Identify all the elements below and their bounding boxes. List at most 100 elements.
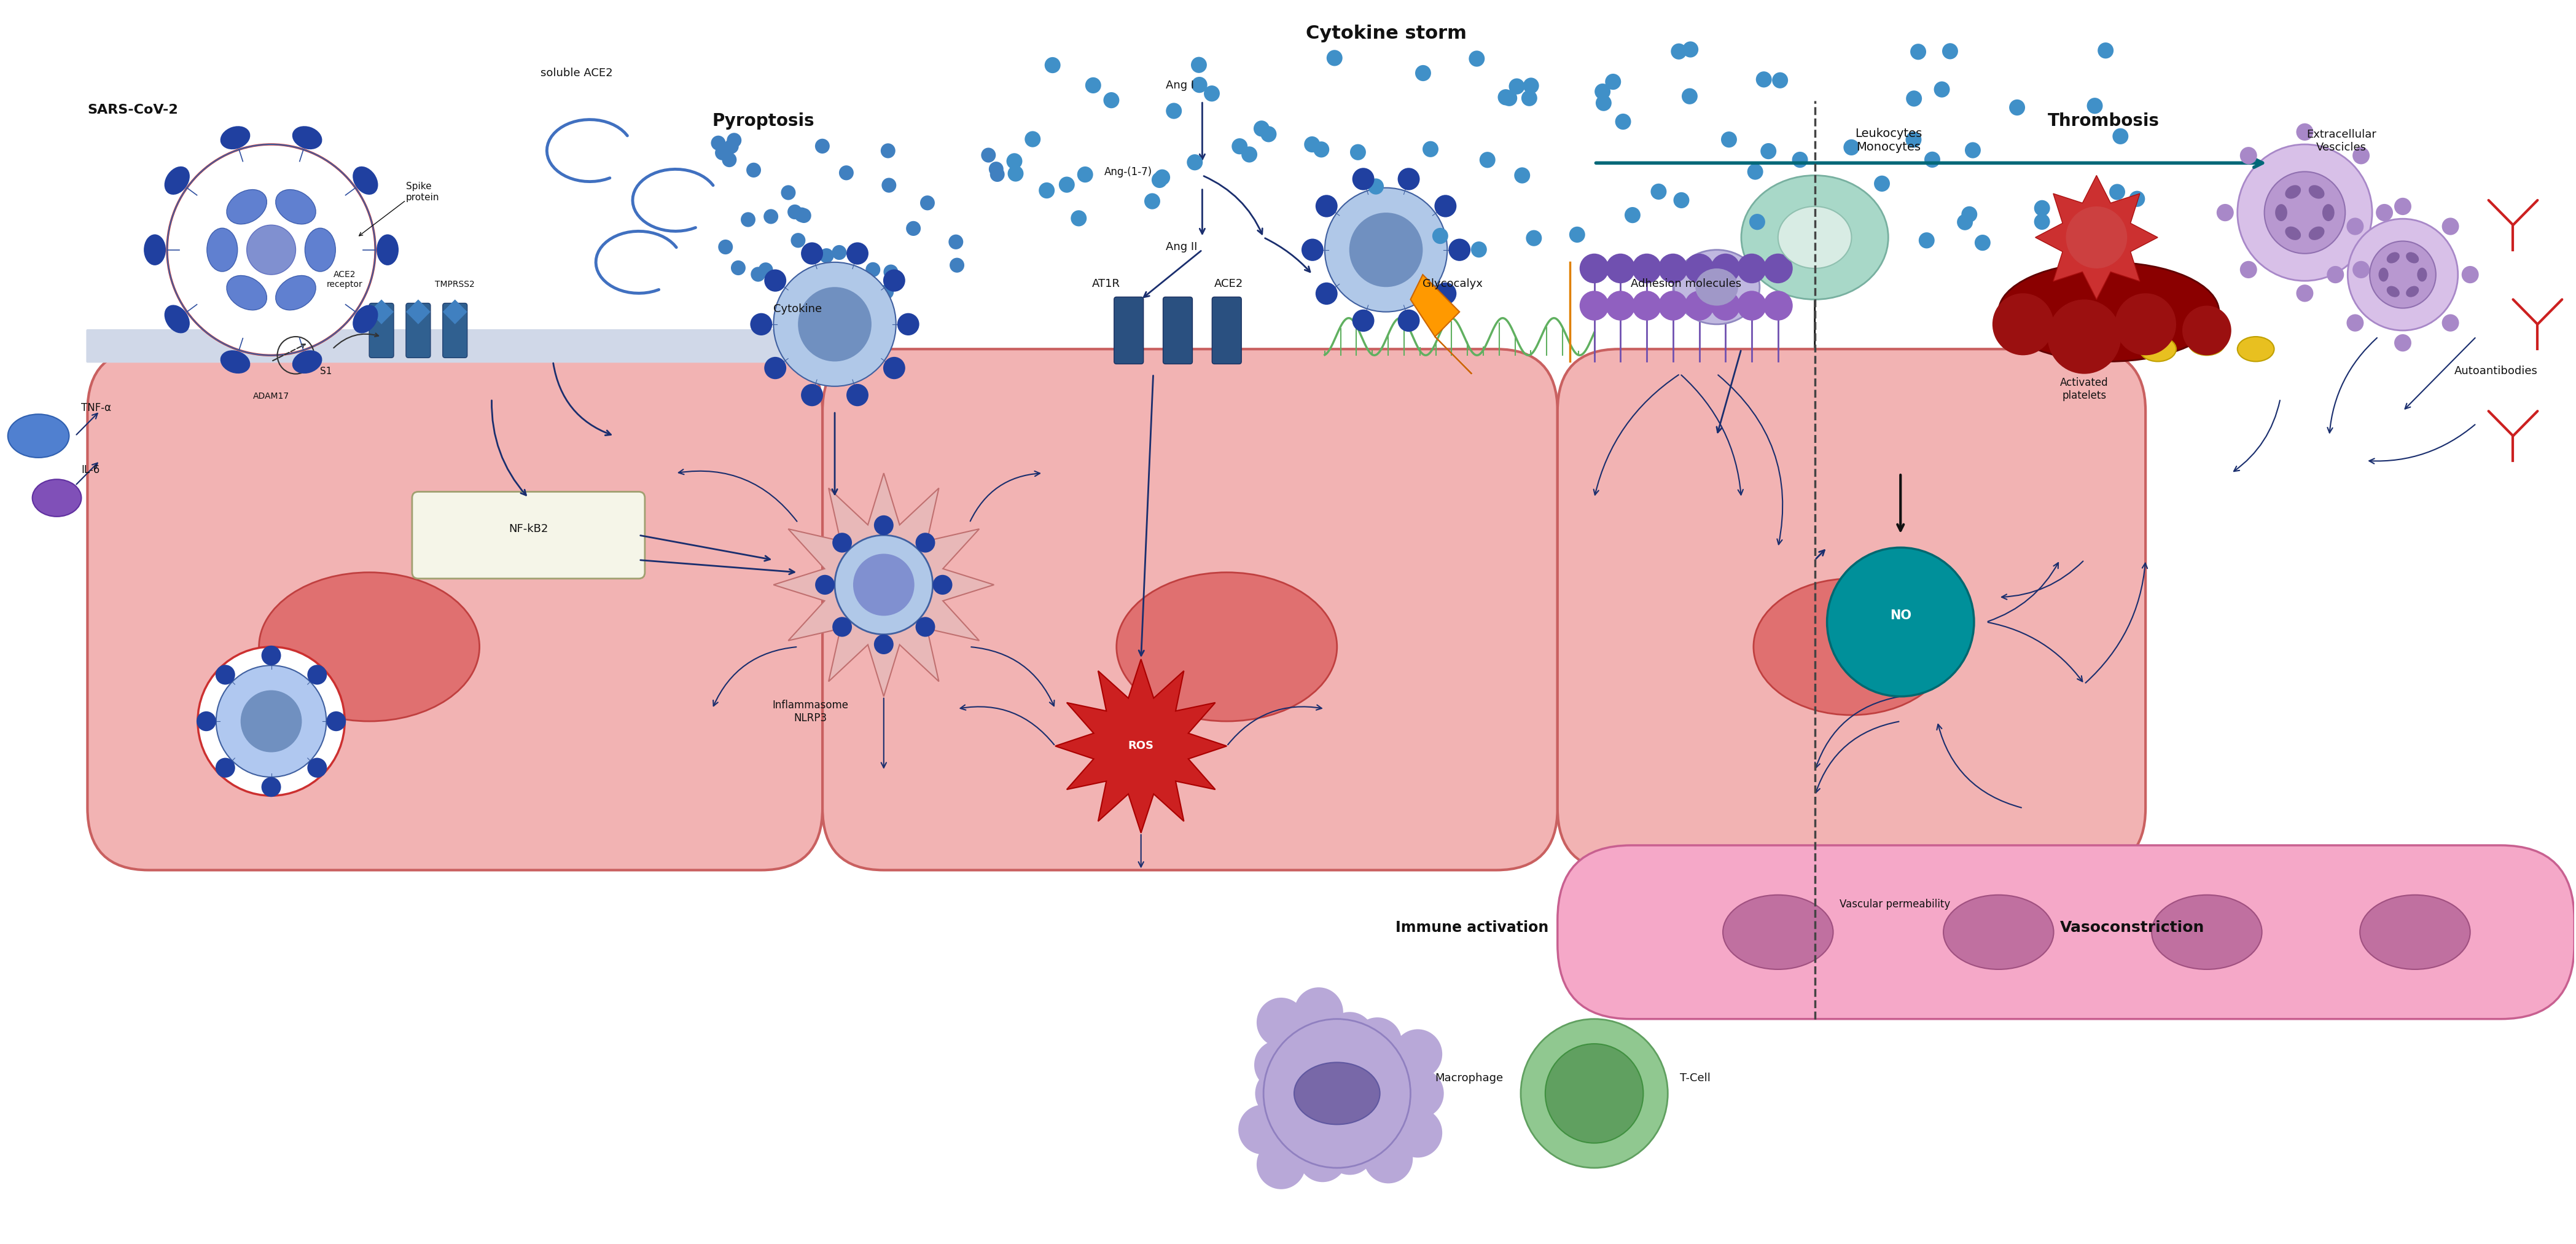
- Text: Immune activation: Immune activation: [1396, 921, 1548, 935]
- Circle shape: [216, 664, 234, 684]
- Ellipse shape: [2285, 226, 2300, 240]
- FancyBboxPatch shape: [822, 350, 1558, 870]
- Text: Autoantibodies: Autoantibodies: [2455, 366, 2537, 377]
- Circle shape: [933, 575, 953, 595]
- Ellipse shape: [276, 275, 317, 310]
- Circle shape: [1710, 254, 1741, 284]
- Circle shape: [1432, 228, 1448, 244]
- Ellipse shape: [2406, 286, 2419, 297]
- Circle shape: [1394, 1029, 1443, 1079]
- Circle shape: [1324, 188, 1448, 312]
- Circle shape: [307, 758, 327, 778]
- Ellipse shape: [2275, 204, 2287, 221]
- Circle shape: [1324, 1126, 1373, 1174]
- Text: Ang II: Ang II: [1164, 241, 1198, 253]
- Circle shape: [1260, 126, 1278, 142]
- Text: TMPRSS2: TMPRSS2: [435, 280, 474, 289]
- Circle shape: [793, 208, 809, 223]
- Ellipse shape: [2416, 267, 2427, 281]
- Circle shape: [873, 634, 894, 654]
- Ellipse shape: [1777, 207, 1852, 269]
- FancyBboxPatch shape: [1558, 350, 2146, 870]
- FancyBboxPatch shape: [1162, 297, 1193, 364]
- Circle shape: [1352, 310, 1376, 332]
- Ellipse shape: [2406, 253, 2419, 264]
- Circle shape: [788, 204, 801, 219]
- Circle shape: [1595, 95, 1613, 111]
- Circle shape: [1242, 147, 1257, 163]
- Circle shape: [793, 276, 809, 291]
- Circle shape: [1072, 210, 1087, 226]
- Circle shape: [1203, 86, 1221, 102]
- Circle shape: [1350, 213, 1422, 287]
- Ellipse shape: [2190, 331, 2226, 356]
- Circle shape: [1522, 90, 1538, 106]
- Circle shape: [1298, 1132, 1347, 1182]
- Circle shape: [1497, 90, 1515, 106]
- Circle shape: [1007, 165, 1023, 182]
- Ellipse shape: [2324, 204, 2334, 221]
- FancyBboxPatch shape: [412, 491, 644, 578]
- Ellipse shape: [1942, 894, 2053, 969]
- Text: AT1R: AT1R: [1092, 279, 1121, 290]
- Circle shape: [1262, 1019, 1412, 1168]
- Circle shape: [2097, 42, 2112, 58]
- Circle shape: [1765, 254, 1793, 284]
- Text: T-Cell: T-Cell: [1680, 1072, 1710, 1084]
- Circle shape: [1579, 291, 1610, 321]
- FancyBboxPatch shape: [1113, 297, 1144, 364]
- Ellipse shape: [2388, 286, 2401, 297]
- Circle shape: [724, 139, 739, 154]
- Circle shape: [732, 260, 744, 275]
- Circle shape: [2347, 218, 2365, 235]
- FancyBboxPatch shape: [443, 304, 466, 358]
- Circle shape: [1502, 90, 1517, 106]
- Circle shape: [2370, 241, 2437, 309]
- Circle shape: [307, 664, 327, 684]
- Circle shape: [167, 144, 376, 356]
- Circle shape: [801, 243, 824, 265]
- Circle shape: [1710, 291, 1741, 321]
- Circle shape: [1188, 154, 1203, 170]
- Circle shape: [198, 647, 345, 796]
- Text: Cytokine: Cytokine: [773, 304, 822, 315]
- Circle shape: [2347, 315, 2365, 332]
- Circle shape: [2112, 128, 2128, 144]
- Circle shape: [1257, 1140, 1306, 1189]
- FancyBboxPatch shape: [88, 350, 822, 870]
- FancyBboxPatch shape: [407, 304, 430, 358]
- Circle shape: [1239, 1105, 1288, 1154]
- Circle shape: [799, 287, 871, 362]
- Ellipse shape: [227, 275, 268, 310]
- Circle shape: [747, 163, 760, 178]
- Circle shape: [1906, 91, 1922, 107]
- Circle shape: [711, 136, 726, 151]
- Ellipse shape: [291, 351, 322, 373]
- Ellipse shape: [786, 318, 884, 356]
- Ellipse shape: [1723, 894, 1834, 969]
- Ellipse shape: [276, 189, 317, 224]
- Circle shape: [1255, 1069, 1303, 1118]
- Circle shape: [1144, 193, 1159, 209]
- Circle shape: [1352, 1018, 1401, 1067]
- Circle shape: [1965, 142, 1981, 158]
- Circle shape: [2264, 172, 2344, 254]
- Circle shape: [2009, 100, 2025, 116]
- Circle shape: [1394, 1108, 1443, 1158]
- Circle shape: [2048, 300, 2120, 374]
- Circle shape: [848, 243, 868, 265]
- Circle shape: [896, 313, 920, 336]
- Circle shape: [1991, 294, 2053, 356]
- Polygon shape: [407, 300, 430, 325]
- Circle shape: [781, 185, 796, 200]
- Circle shape: [2326, 266, 2344, 284]
- Ellipse shape: [1674, 250, 1759, 325]
- Circle shape: [1685, 254, 1713, 284]
- Circle shape: [1759, 143, 1777, 159]
- Text: ACE2: ACE2: [1213, 279, 1244, 290]
- Ellipse shape: [353, 305, 379, 333]
- Circle shape: [1605, 254, 1636, 284]
- Circle shape: [2463, 266, 2478, 284]
- Circle shape: [1301, 239, 1324, 261]
- Ellipse shape: [8, 414, 70, 458]
